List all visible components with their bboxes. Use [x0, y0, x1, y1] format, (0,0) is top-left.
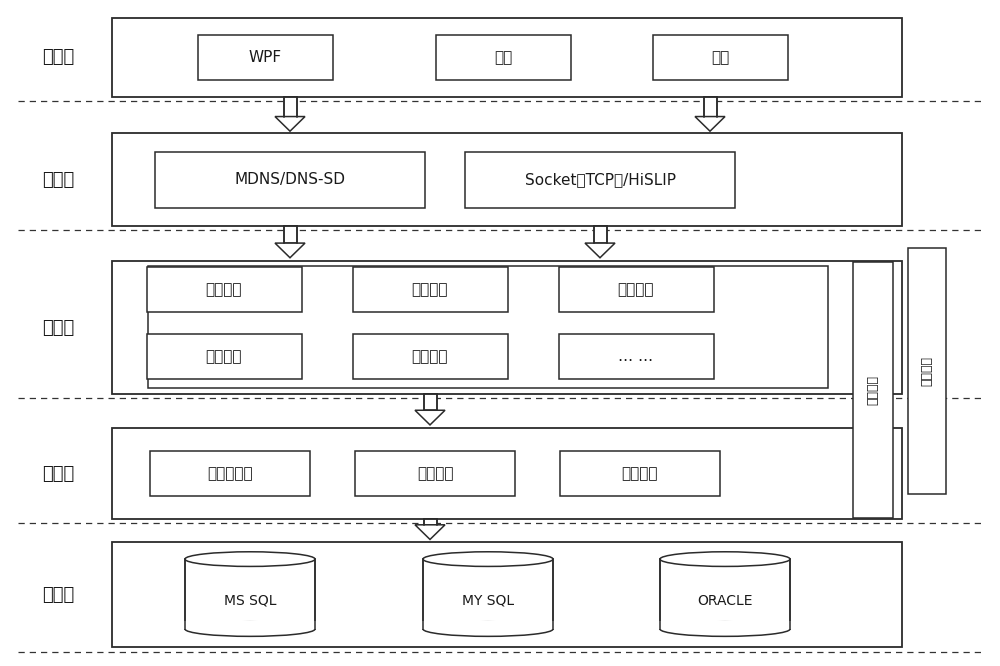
Bar [284, 226, 296, 243]
Text: MY SQL: MY SQL [462, 593, 514, 608]
Text: 系统日志: 系统日志 [206, 282, 242, 297]
Text: 数据上传: 数据上传 [622, 466, 658, 481]
Bar [421, 621, 555, 629]
Text: 应用层: 应用层 [42, 48, 74, 67]
Polygon shape [275, 117, 305, 131]
Bar [853, 262, 893, 518]
Bar [112, 428, 902, 519]
Bar [183, 621, 317, 629]
Bar [423, 559, 553, 629]
Bar [112, 133, 902, 226]
Ellipse shape [185, 622, 315, 637]
Polygon shape [415, 525, 445, 539]
Text: 传输层: 传输层 [42, 170, 74, 189]
Bar [560, 451, 720, 496]
Bar [112, 18, 902, 97]
Bar [558, 267, 714, 312]
Ellipse shape [185, 551, 315, 566]
Bar [185, 559, 315, 629]
Text: 业务层: 业务层 [42, 318, 74, 337]
Text: 日志记录: 日志记录 [866, 375, 880, 405]
Polygon shape [275, 243, 305, 258]
Bar [112, 542, 902, 647]
Ellipse shape [423, 622, 553, 637]
Text: Socket（TCP）/HiSLIP: Socket（TCP）/HiSLIP [524, 172, 676, 187]
Bar [908, 248, 946, 494]
Bar [704, 97, 716, 117]
Bar [147, 267, 302, 312]
Bar [155, 152, 425, 208]
Bar [652, 35, 788, 80]
Text: MS SQL: MS SQL [224, 593, 276, 608]
Bar [148, 266, 828, 388]
Text: WPF: WPF [248, 50, 282, 65]
Text: 数据采集: 数据采集 [618, 282, 654, 297]
Bar [658, 621, 792, 629]
Text: 数据库: 数据库 [42, 585, 74, 604]
Ellipse shape [660, 622, 790, 637]
Bar [424, 519, 436, 525]
Bar [424, 394, 436, 410]
Text: 图表: 图表 [494, 50, 512, 65]
Polygon shape [415, 410, 445, 425]
Bar [198, 35, 332, 80]
Text: 数据缓存: 数据缓存 [417, 466, 453, 481]
Bar [352, 334, 508, 379]
Text: 远程控制: 远程控制 [920, 356, 934, 386]
Polygon shape [585, 243, 615, 258]
Text: 自动发现: 自动发现 [412, 282, 448, 297]
Bar [594, 226, 606, 243]
Bar [660, 559, 790, 629]
Bar [112, 261, 902, 394]
Bar [558, 334, 714, 379]
Ellipse shape [423, 551, 553, 566]
Bar [352, 267, 508, 312]
Bar [355, 451, 515, 496]
Text: 读写数据库: 读写数据库 [207, 466, 253, 481]
Text: ORACLE: ORACLE [697, 593, 753, 608]
Bar [436, 35, 570, 80]
Text: 系统设置: 系统设置 [412, 349, 448, 364]
Bar [284, 97, 296, 117]
Text: 数据层: 数据层 [42, 464, 74, 483]
Text: 图片: 图片 [711, 50, 729, 65]
Bar [150, 451, 310, 496]
Text: … …: … … [618, 349, 654, 364]
Polygon shape [695, 117, 725, 131]
Text: 数据处理: 数据处理 [206, 349, 242, 364]
Bar [147, 334, 302, 379]
Text: MDNS/DNS-SD: MDNS/DNS-SD [234, 172, 346, 187]
Bar [465, 152, 735, 208]
Ellipse shape [660, 551, 790, 566]
